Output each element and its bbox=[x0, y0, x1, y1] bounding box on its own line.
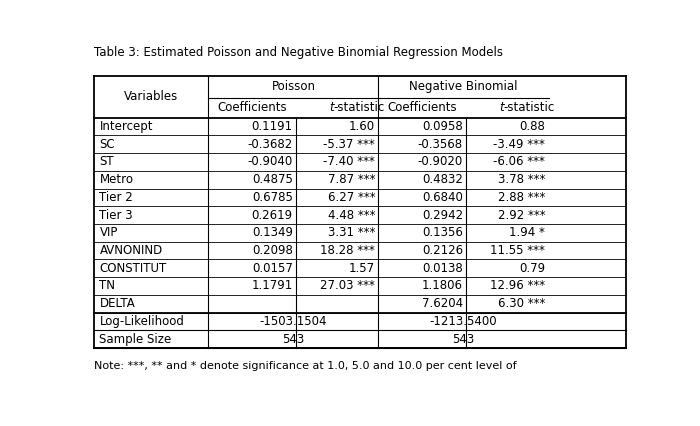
Text: Note: ***, ** and * denote significance at 1.0, 5.0 and 10.0 per cent level of: Note: ***, ** and * denote significance … bbox=[94, 361, 517, 371]
Text: -6.06 ***: -6.06 *** bbox=[494, 155, 545, 169]
Text: Metro: Metro bbox=[99, 173, 134, 186]
Text: -1213.5400: -1213.5400 bbox=[430, 315, 497, 328]
Text: 0.6785: 0.6785 bbox=[252, 191, 293, 204]
Text: 27.03 ***: 27.03 *** bbox=[321, 279, 375, 293]
Text: Sample Size: Sample Size bbox=[99, 333, 172, 345]
Text: 0.1356: 0.1356 bbox=[422, 226, 463, 239]
Text: Negative Binomial: Negative Binomial bbox=[410, 81, 518, 93]
Text: 0.4875: 0.4875 bbox=[252, 173, 293, 186]
Text: Tier 3: Tier 3 bbox=[99, 209, 133, 222]
Text: 0.1349: 0.1349 bbox=[252, 226, 293, 239]
Text: 12.96 ***: 12.96 *** bbox=[490, 279, 545, 293]
Text: t: t bbox=[329, 101, 333, 114]
Text: 0.2098: 0.2098 bbox=[252, 244, 293, 257]
Text: Log-Likelihood: Log-Likelihood bbox=[99, 315, 184, 328]
Text: Variables: Variables bbox=[124, 90, 178, 103]
Text: 1.57: 1.57 bbox=[349, 262, 375, 275]
Text: Tier 2: Tier 2 bbox=[99, 191, 133, 204]
Text: 0.2619: 0.2619 bbox=[252, 209, 293, 222]
Text: 7.87 ***: 7.87 *** bbox=[328, 173, 375, 186]
Text: 0.79: 0.79 bbox=[519, 262, 545, 275]
Text: -0.9020: -0.9020 bbox=[418, 155, 463, 169]
Text: 2.88 ***: 2.88 *** bbox=[498, 191, 545, 204]
Text: 11.55 ***: 11.55 *** bbox=[491, 244, 545, 257]
Text: Coefficients: Coefficients bbox=[218, 101, 287, 114]
Text: t: t bbox=[499, 101, 503, 114]
Text: -7.40 ***: -7.40 *** bbox=[323, 155, 375, 169]
Text: Intercept: Intercept bbox=[99, 120, 153, 133]
Text: 3.31 ***: 3.31 *** bbox=[328, 226, 375, 239]
Text: TN: TN bbox=[99, 279, 116, 293]
Text: 0.1191: 0.1191 bbox=[252, 120, 293, 133]
Text: -0.9040: -0.9040 bbox=[248, 155, 293, 169]
Text: -statistic: -statistic bbox=[333, 101, 385, 114]
Text: 0.0958: 0.0958 bbox=[422, 120, 463, 133]
Text: 4.48 ***: 4.48 *** bbox=[328, 209, 375, 222]
Text: 2.92 ***: 2.92 *** bbox=[498, 209, 545, 222]
Text: 1.94 *: 1.94 * bbox=[510, 226, 545, 239]
Text: VIP: VIP bbox=[99, 226, 118, 239]
Text: 0.0157: 0.0157 bbox=[252, 262, 293, 275]
Text: AVNONIND: AVNONIND bbox=[99, 244, 162, 257]
Text: Table 3: Estimated Poisson and Negative Binomial Regression Models: Table 3: Estimated Poisson and Negative … bbox=[94, 46, 503, 59]
Text: -0.3682: -0.3682 bbox=[248, 138, 293, 151]
Text: 1.60: 1.60 bbox=[349, 120, 375, 133]
Text: -0.3568: -0.3568 bbox=[418, 138, 463, 151]
Text: 543: 543 bbox=[282, 333, 304, 345]
Text: 0.0138: 0.0138 bbox=[422, 262, 463, 275]
Text: 7.6204: 7.6204 bbox=[422, 297, 463, 310]
Text: 0.2126: 0.2126 bbox=[422, 244, 463, 257]
Text: 6.30 ***: 6.30 *** bbox=[498, 297, 545, 310]
Text: 0.88: 0.88 bbox=[519, 120, 545, 133]
Text: 543: 543 bbox=[452, 333, 475, 345]
Text: 0.4832: 0.4832 bbox=[422, 173, 463, 186]
Text: 0.6840: 0.6840 bbox=[422, 191, 463, 204]
Text: CONSTITUT: CONSTITUT bbox=[99, 262, 167, 275]
Text: 18.28 ***: 18.28 *** bbox=[321, 244, 375, 257]
Text: 1.1791: 1.1791 bbox=[251, 279, 293, 293]
Text: SC: SC bbox=[99, 138, 115, 151]
Text: Coefficients: Coefficients bbox=[388, 101, 457, 114]
Text: -3.49 ***: -3.49 *** bbox=[494, 138, 545, 151]
Text: 6.27 ***: 6.27 *** bbox=[328, 191, 375, 204]
Text: ST: ST bbox=[99, 155, 114, 169]
Text: -statistic: -statistic bbox=[503, 101, 555, 114]
Text: DELTA: DELTA bbox=[99, 297, 135, 310]
Text: Poisson: Poisson bbox=[272, 81, 316, 93]
Text: 0.2942: 0.2942 bbox=[422, 209, 463, 222]
Text: 1.1806: 1.1806 bbox=[422, 279, 463, 293]
Text: 3.78 ***: 3.78 *** bbox=[498, 173, 545, 186]
Text: -1503.1504: -1503.1504 bbox=[260, 315, 327, 328]
Text: -5.37 ***: -5.37 *** bbox=[323, 138, 375, 151]
